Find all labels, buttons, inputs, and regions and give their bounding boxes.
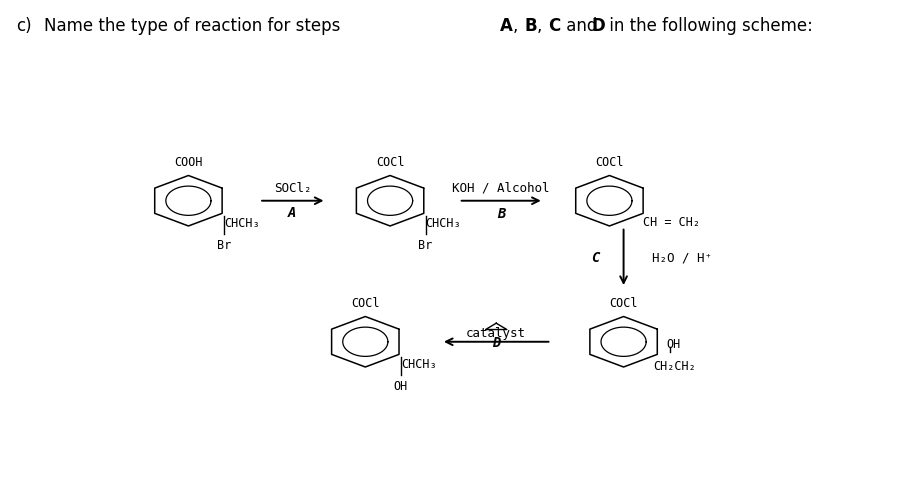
Text: C: C (548, 17, 560, 35)
Text: catalyst: catalyst (467, 327, 526, 340)
Text: and: and (561, 17, 603, 35)
Text: COCl: COCl (352, 297, 380, 310)
Text: Br: Br (216, 239, 231, 252)
Text: D: D (492, 336, 500, 350)
Text: A: A (289, 206, 297, 220)
Text: COOH: COOH (174, 156, 203, 169)
Text: COCl: COCl (376, 156, 404, 169)
Text: CH = CH₂: CH = CH₂ (644, 216, 700, 228)
Text: CHCH₃: CHCH₃ (425, 217, 461, 230)
Text: H₂O / H⁺: H₂O / H⁺ (652, 251, 712, 264)
Text: KOH / Alcohol: KOH / Alcohol (453, 181, 550, 194)
Text: ,: , (513, 17, 519, 35)
Text: CHCH₃: CHCH₃ (224, 217, 259, 230)
Text: D: D (592, 17, 605, 35)
Text: SOCl₂: SOCl₂ (274, 182, 311, 195)
Text: CH₂CH₂: CH₂CH₂ (653, 360, 696, 373)
Text: B: B (524, 17, 537, 35)
Text: COCl: COCl (609, 297, 638, 310)
Text: Name the type of reaction for steps: Name the type of reaction for steps (44, 17, 345, 35)
Text: c): c) (16, 17, 32, 35)
Text: B: B (497, 207, 506, 221)
Text: in the following scheme:: in the following scheme: (604, 17, 813, 35)
Text: OH: OH (666, 338, 680, 351)
Text: Br: Br (418, 239, 433, 252)
Text: ,: , (537, 17, 542, 35)
Text: C: C (591, 251, 600, 265)
Text: CHCH₃: CHCH₃ (401, 358, 436, 371)
Text: OH: OH (394, 380, 408, 393)
Text: COCl: COCl (595, 156, 624, 169)
Text: A: A (500, 17, 513, 35)
